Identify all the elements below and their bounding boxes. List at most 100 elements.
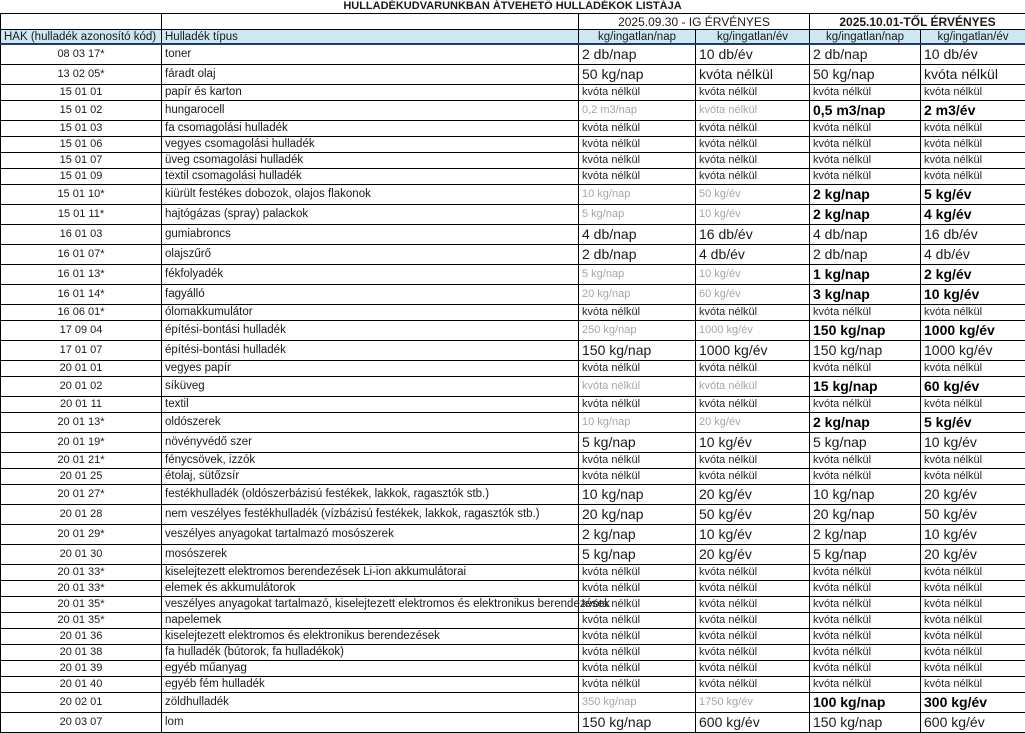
value-old-per-day: 2 db/nap (579, 44, 696, 64)
hak-code: 20 03 07 (1, 712, 162, 732)
value-old-per-day: kvóta nélkül (579, 644, 696, 660)
value-new-per-day: 100 kg/nap (810, 692, 921, 712)
hak-code: 17 09 04 (1, 320, 162, 340)
waste-type: napelemek (162, 612, 579, 628)
value-new-per-year: 4 kg/év (921, 204, 1025, 224)
waste-type: nem veszélyes festékhulladék (vízbázisú … (162, 504, 579, 524)
waste-type: építési-bontási hulladék (162, 320, 579, 340)
hak-code: 15 01 06 (1, 136, 162, 152)
value-new-per-day: kvóta nélkül (810, 84, 921, 100)
hak-code: 20 01 13* (1, 412, 162, 432)
value-new-per-day: 2 db/nap (810, 44, 921, 64)
value-old-per-day: 5 kg/nap (579, 544, 696, 564)
waste-type: fa csomagolási hulladék (162, 120, 579, 136)
value-new-per-day: kvóta nélkül (810, 396, 921, 412)
hak-code: 15 01 09 (1, 168, 162, 184)
waste-type: papír és karton (162, 84, 579, 100)
value-new-per-day: 5 kg/nap (810, 544, 921, 564)
waste-type: veszélyes anyagokat tartalmazó, kiselejt… (162, 596, 579, 612)
value-new-per-year: kvóta nélkül (921, 660, 1025, 676)
value-old-per-year: kvóta nélkül (696, 596, 810, 612)
value-old-per-day: 150 kg/nap (579, 340, 696, 360)
value-old-per-year: kvóta nélkül (696, 360, 810, 376)
value-old-per-day: kvóta nélkül (579, 120, 696, 136)
period-old-header: 2025.09.30 - IG ÉRVÉNYES (579, 14, 810, 30)
value-new-per-year: kvóta nélkül (921, 304, 1025, 320)
value-old-per-year: 600 kg/év (696, 712, 810, 732)
value-old-per-day: kvóta nélkül (579, 376, 696, 396)
value-old-per-day: kvóta nélkül (579, 360, 696, 376)
waste-quota-table: 2025.09.30 - IG ÉRVÉNYES 2025.10.01-TŐL … (0, 13, 1025, 733)
value-new-per-year: kvóta nélkül (921, 580, 1025, 596)
hak-code: 20 01 35* (1, 612, 162, 628)
period-header-row: 2025.09.30 - IG ÉRVÉNYES 2025.10.01-TŐL … (1, 14, 1025, 30)
value-new-per-day: 3 kg/nap (810, 284, 921, 304)
hak-code: 15 01 10* (1, 184, 162, 204)
value-old-per-year: kvóta nélkül (696, 452, 810, 468)
value-old-per-day: 2 kg/nap (579, 524, 696, 544)
column-header-new-per-day: kg/ingatlan/nap (810, 30, 921, 45)
value-new-per-day: kvóta nélkül (810, 304, 921, 320)
value-new-per-year: 5 kg/év (921, 184, 1025, 204)
waste-type: zöldhulladék (162, 692, 579, 712)
value-new-per-year: kvóta nélkül (921, 676, 1025, 692)
waste-type: egyéb műanyag (162, 660, 579, 676)
value-new-per-day: kvóta nélkül (810, 564, 921, 580)
waste-type: textil csomagolási hulladék (162, 168, 579, 184)
waste-type: síküveg (162, 376, 579, 396)
value-old-per-year: kvóta nélkül (696, 660, 810, 676)
hak-code: 15 01 01 (1, 84, 162, 100)
value-new-per-day: 2 db/nap (810, 244, 921, 264)
value-old-per-day: 150 kg/nap (579, 712, 696, 732)
page-title: HULLADÉKUDVARUNKBAN ÁTVEHETŐ HULLADÉKOK … (0, 0, 1025, 13)
value-new-per-year: 5 kg/év (921, 412, 1025, 432)
value-new-per-day: kvóta nélkül (810, 452, 921, 468)
value-new-per-day: 15 kg/nap (810, 376, 921, 396)
hak-code: 20 01 39 (1, 660, 162, 676)
value-new-per-year: kvóta nélkül (921, 136, 1025, 152)
value-old-per-day: 0,2 m3/nap (579, 100, 696, 120)
waste-type: üveg csomagolási hulladék (162, 152, 579, 168)
waste-type: fagyálló (162, 284, 579, 304)
value-new-per-year: 10 kg/év (921, 524, 1025, 544)
value-old-per-year: 4 db/év (696, 244, 810, 264)
value-old-per-year: kvóta nélkül (696, 84, 810, 100)
value-old-per-year: kvóta nélkül (696, 468, 810, 484)
value-old-per-year: kvóta nélkül (696, 628, 810, 644)
value-old-per-year: 1000 kg/év (696, 320, 810, 340)
value-new-per-year: kvóta nélkül (921, 360, 1025, 376)
value-new-per-day: 0,5 m3/nap (810, 100, 921, 120)
hak-code: 15 01 02 (1, 100, 162, 120)
waste-type: növényvédő szer (162, 432, 579, 452)
value-new-per-day: kvóta nélkül (810, 168, 921, 184)
waste-type: építési-bontási hulladék (162, 340, 579, 360)
value-new-per-day: 1 kg/nap (810, 264, 921, 284)
value-old-per-year: kvóta nélkül (696, 644, 810, 660)
value-old-per-day: 20 kg/nap (579, 504, 696, 524)
value-old-per-year: 16 db/év (696, 224, 810, 244)
waste-type: fáradt olaj (162, 64, 579, 84)
value-new-per-year: kvóta nélkül (921, 612, 1025, 628)
value-new-per-year: kvóta nélkül (921, 168, 1025, 184)
value-new-per-year: kvóta nélkül (921, 152, 1025, 168)
value-old-per-day: 5 kg/nap (579, 264, 696, 284)
value-new-per-day: 2 kg/nap (810, 524, 921, 544)
value-new-per-day: 5 kg/nap (810, 432, 921, 452)
hak-code: 15 01 07 (1, 152, 162, 168)
value-old-per-day: 50 kg/nap (579, 64, 696, 84)
hak-code: 15 01 03 (1, 120, 162, 136)
value-new-per-day: kvóta nélkül (810, 628, 921, 644)
value-old-per-day: kvóta nélkül (579, 580, 696, 596)
